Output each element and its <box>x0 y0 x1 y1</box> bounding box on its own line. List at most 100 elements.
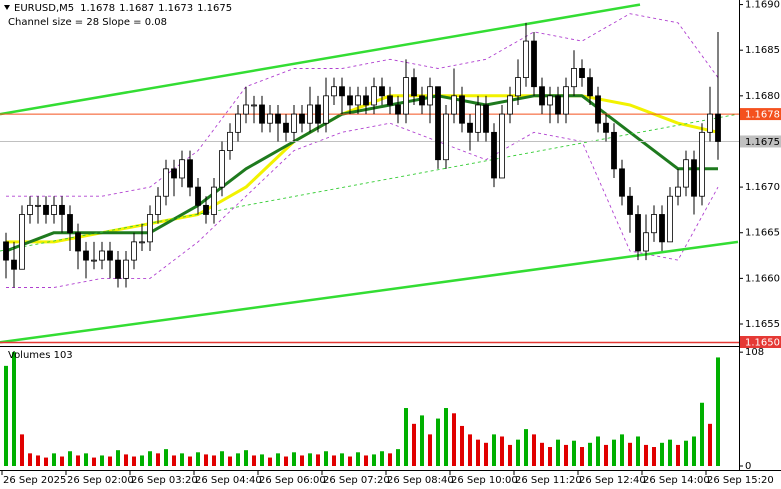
volume-bar <box>452 413 456 466</box>
candle-body <box>67 214 73 234</box>
volume-bar <box>140 455 144 466</box>
y-tick-label: 1.1685 <box>745 45 780 56</box>
y-tick-label: 1.1655 <box>745 319 780 330</box>
volume-bar <box>420 415 424 466</box>
candle-body <box>387 95 393 106</box>
volume-bar <box>628 442 632 466</box>
volume-bar <box>220 451 224 466</box>
volume-bar <box>36 455 40 466</box>
candle-body <box>147 214 153 243</box>
volume-bar <box>164 449 168 466</box>
volume-bar <box>4 365 8 466</box>
candle-body <box>283 122 289 133</box>
candle-body <box>315 104 321 124</box>
candle-body <box>251 104 257 107</box>
x-tick-label: 26 Sep 07:20 <box>323 475 390 486</box>
y-tick-label: 1.1680 <box>745 91 780 102</box>
candle-body <box>27 204 33 215</box>
candle-body <box>515 77 521 97</box>
candle-body <box>403 77 409 115</box>
x-tick-label: 26 Sep 06:00 <box>259 475 326 486</box>
candle-body <box>211 186 217 215</box>
candle-body <box>163 168 169 197</box>
candle-body <box>307 104 313 124</box>
candle-body <box>347 95 353 106</box>
volume-bar <box>516 439 520 466</box>
candle-body <box>203 204 209 215</box>
volume-bar <box>708 423 712 466</box>
volume-bar <box>196 452 200 466</box>
candle-body <box>19 214 25 270</box>
volume-bar <box>396 449 400 466</box>
volume-bar <box>428 434 432 466</box>
band-line <box>6 13 719 197</box>
volume-bar <box>564 444 568 466</box>
candle-body <box>691 159 697 197</box>
volume-bar <box>620 434 624 466</box>
x-tick-label: 26 Sep 15:20 <box>707 475 774 486</box>
volume-bar <box>172 455 176 466</box>
candle-body <box>83 250 89 261</box>
volume-bar <box>268 457 272 466</box>
candle-body <box>411 77 417 97</box>
volume-bar <box>596 436 600 466</box>
volume-bar <box>468 434 472 466</box>
volume-bar <box>380 451 384 466</box>
price-level-label: 1.1675 <box>745 137 780 148</box>
volume-bar <box>244 450 248 466</box>
candle-body <box>595 95 601 124</box>
volume-bar <box>68 451 72 466</box>
volume-bar <box>692 436 696 466</box>
volume-bar <box>612 439 616 466</box>
candle-body <box>499 113 505 179</box>
candle-body <box>459 95 465 124</box>
volume-bar <box>412 423 416 466</box>
candle-body <box>107 250 113 261</box>
volume-bar <box>236 453 240 466</box>
volume-bar <box>668 439 672 466</box>
volume-bar <box>644 444 648 466</box>
candle-body <box>579 68 585 78</box>
menu-triangle <box>4 5 10 10</box>
price-level-box <box>740 108 781 121</box>
volume-bar <box>212 455 216 466</box>
candle-body <box>267 113 273 124</box>
last-close: 1.1675 <box>197 3 232 14</box>
volume-bar <box>340 453 344 466</box>
price-panel <box>0 3 739 344</box>
volume-bar <box>404 408 408 466</box>
volume-bar <box>684 440 688 466</box>
candle-body <box>131 241 137 261</box>
candle-body <box>275 113 281 124</box>
candle-body <box>667 195 673 243</box>
volume-bar <box>44 457 48 466</box>
candle-body <box>587 77 593 97</box>
candle-body <box>75 232 81 252</box>
candle-body <box>291 113 297 133</box>
volume-bar <box>28 453 32 466</box>
candle-body <box>627 195 633 215</box>
volume-bar <box>116 450 120 466</box>
volume-bar <box>332 455 336 466</box>
volume-bar <box>60 456 64 466</box>
x-tick-label: 26 Sep 11:20 <box>515 475 582 486</box>
candle-body <box>643 232 649 252</box>
candle-body <box>259 104 265 124</box>
volume-title: Volumes 103 <box>8 350 73 361</box>
volume-bar <box>84 453 88 466</box>
volume-bar <box>476 439 480 466</box>
candle-body <box>123 259 129 279</box>
candle-body <box>555 95 561 115</box>
candle-body <box>323 95 329 124</box>
volume-bar <box>660 442 664 466</box>
volume-bar <box>124 454 128 466</box>
volume-bar <box>436 418 440 466</box>
volume-bar <box>388 453 392 466</box>
volume-bar <box>580 447 584 466</box>
candle-body <box>363 95 369 106</box>
volume-bar <box>188 456 192 466</box>
volume-bar <box>676 444 680 466</box>
price-level-box <box>740 135 781 148</box>
